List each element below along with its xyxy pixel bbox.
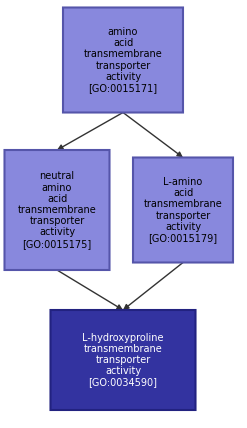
Text: amino
acid
transmembrane
transporter
activity
[GO:0015171]: amino acid transmembrane transporter act… [84, 27, 162, 93]
FancyBboxPatch shape [50, 310, 195, 410]
FancyBboxPatch shape [63, 8, 183, 113]
Text: L-amino
acid
transmembrane
transporter
activity
[GO:0015179]: L-amino acid transmembrane transporter a… [144, 177, 222, 243]
FancyBboxPatch shape [133, 158, 233, 262]
Text: neutral
amino
acid
transmembrane
transporter
activity
[GO:0015175]: neutral amino acid transmembrane transpo… [18, 171, 96, 249]
Text: L-hydroxyproline
transmembrane
transporter
activity
[GO:0034590]: L-hydroxyproline transmembrane transport… [82, 333, 164, 387]
FancyBboxPatch shape [4, 150, 109, 270]
